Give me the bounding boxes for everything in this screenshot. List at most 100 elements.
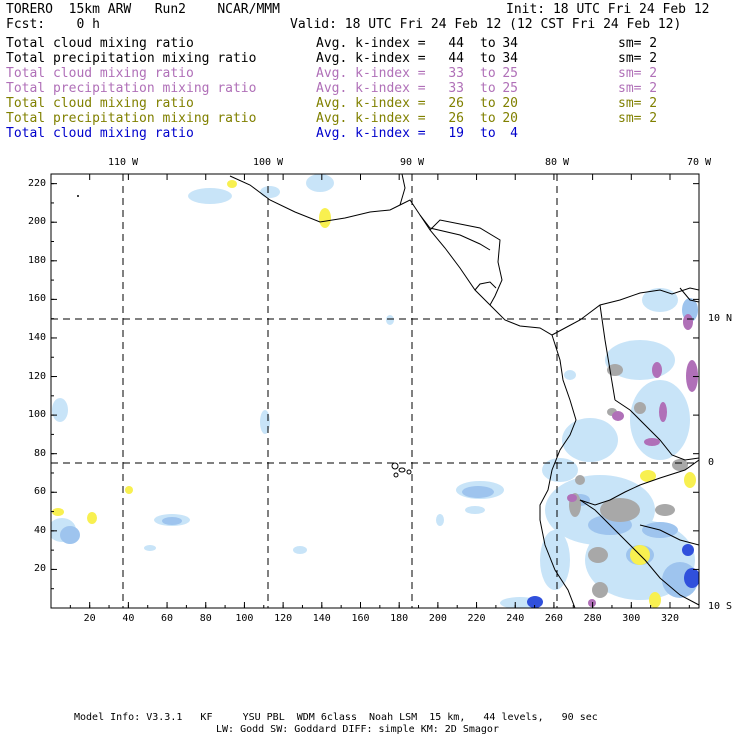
y-tick-label: 180 bbox=[27, 254, 46, 266]
x-tick-label: 20 bbox=[83, 613, 96, 624]
legend-index-label: Avg. k-index = bbox=[316, 111, 426, 126]
x-tick-label: 140 bbox=[312, 613, 331, 624]
cloud-light-patches bbox=[51, 174, 695, 608]
gray-patches bbox=[569, 364, 688, 598]
valid-time: Valid: 18 UTC Fri 24 Feb 12 (12 CST Fri … bbox=[290, 17, 682, 32]
model-info: Model Info: V3.3.1 KF YSU PBL WDM 6class… bbox=[74, 712, 598, 723]
x-tick-label: 300 bbox=[622, 613, 641, 624]
y-tick-label: 40 bbox=[33, 524, 46, 536]
axis-ticks bbox=[51, 174, 699, 608]
cloud-dark-patches bbox=[527, 544, 699, 608]
legend-index-label: Avg. k-index = bbox=[316, 36, 426, 51]
x-tick-label: 180 bbox=[390, 613, 409, 624]
legend-to-word: to bbox=[480, 96, 496, 111]
legend-row: Total precipitation mixing ratio Avg. k-i… bbox=[6, 51, 734, 66]
latitude-label: 10 N bbox=[708, 313, 733, 324]
legend-field: Total precipitation mixing ratio bbox=[6, 111, 257, 126]
longitude-label: 70 W bbox=[686, 157, 712, 168]
model-physics: LW: Godd SW: Goddard DIFF: simple KM: 2D… bbox=[216, 724, 499, 735]
legend-from: 44 bbox=[448, 51, 464, 66]
legend-field: Total cloud mixing ratio bbox=[6, 66, 194, 81]
legend-from: 33 bbox=[448, 81, 464, 96]
legend-to: 20 bbox=[502, 111, 518, 126]
legend-index-label: Avg. k-index = bbox=[316, 66, 426, 81]
legend-from: 26 bbox=[448, 111, 464, 126]
x-tick-label: 260 bbox=[544, 613, 563, 624]
x-tick-label: 40 bbox=[122, 613, 135, 624]
legend-sm: sm= 2 bbox=[618, 81, 658, 96]
legend-to: 20 bbox=[502, 96, 518, 111]
x-tick-label: 200 bbox=[428, 613, 447, 624]
legend-field: Total cloud mixing ratio bbox=[6, 36, 194, 51]
legend-index-label: Avg. k-index = bbox=[316, 81, 426, 96]
y-tick-label: 80 bbox=[33, 447, 46, 459]
legend-to: 4 bbox=[510, 126, 518, 141]
y-tick-label: 160 bbox=[27, 293, 46, 305]
y-tick-label: 20 bbox=[33, 563, 46, 575]
y-tick-label: 60 bbox=[33, 486, 46, 498]
legend-sm: sm= 2 bbox=[618, 36, 658, 51]
legend-row: Total cloud mixing ratio Avg. k-index = 19… bbox=[6, 126, 734, 141]
x-tick-label: 280 bbox=[583, 613, 602, 624]
legend-field: Total cloud mixing ratio bbox=[6, 96, 194, 111]
init-time: Init: 18 UTC Fri 24 Feb 12 bbox=[506, 2, 710, 17]
longitude-label: 80 W bbox=[544, 157, 570, 168]
legend-sm: sm= 2 bbox=[618, 96, 658, 111]
legend-row: Total cloud mixing ratio Avg. k-index = 26… bbox=[6, 96, 734, 111]
legend-row: Total precipitation mixing ratio Avg. k-i… bbox=[6, 81, 734, 96]
legend-to: 25 bbox=[502, 81, 518, 96]
forecast-hour: Fcst: 0 h bbox=[6, 17, 100, 32]
run-title: TORERO 15km ARW Run2 NCAR/MMM bbox=[6, 2, 280, 17]
legend-index-label: Avg. k-index = bbox=[316, 96, 426, 111]
legend-row: Total cloud mixing ratio Avg. k-index = 44… bbox=[6, 36, 734, 51]
legend-sm: sm= 2 bbox=[618, 66, 658, 81]
x-tick-label: 160 bbox=[351, 613, 370, 624]
legend-sm: sm= 2 bbox=[618, 111, 658, 126]
legend-to: 34 bbox=[502, 36, 518, 51]
latlon-grid bbox=[51, 174, 699, 608]
x-tick-label: 240 bbox=[506, 613, 525, 624]
legend-to-word: to bbox=[480, 51, 496, 66]
legend-sm: sm= 2 bbox=[618, 51, 658, 66]
legend-to-word: to bbox=[480, 126, 496, 141]
legend-field: Total cloud mixing ratio bbox=[6, 126, 194, 141]
legend-from: 44 bbox=[448, 36, 464, 51]
field-shading bbox=[51, 174, 699, 608]
legend-from: 33 bbox=[448, 66, 464, 81]
legend-to-word: to bbox=[480, 111, 496, 126]
longitude-label: 110 W bbox=[107, 157, 139, 168]
latitude-label: 0 bbox=[708, 457, 715, 468]
x-tick-label: 220 bbox=[467, 613, 486, 624]
coastlines bbox=[229, 174, 699, 608]
x-tick-label: 60 bbox=[161, 613, 174, 624]
legend-field: Total precipitation mixing ratio bbox=[6, 51, 257, 66]
legend-to: 25 bbox=[502, 66, 518, 81]
legend-from: 26 bbox=[448, 96, 464, 111]
x-tick-label: 80 bbox=[199, 613, 212, 624]
legend-row: Total cloud mixing ratio Avg. k-index = 33… bbox=[6, 66, 734, 81]
x-tick-label: 100 bbox=[235, 613, 254, 624]
legend-to: 34 bbox=[502, 51, 518, 66]
small-island bbox=[77, 195, 79, 197]
longitude-label: 90 W bbox=[399, 157, 425, 168]
y-tick-label: 200 bbox=[27, 216, 46, 228]
x-tick-label: 320 bbox=[660, 613, 680, 624]
longitude-label: 100 W bbox=[252, 157, 284, 168]
y-tick-label: 220 bbox=[27, 177, 46, 189]
purple-patches bbox=[567, 314, 698, 607]
legend-to-word: to bbox=[480, 36, 496, 51]
legend-index-label: Avg. k-index = bbox=[316, 51, 426, 66]
legend-from: 19 bbox=[448, 126, 464, 141]
y-tick-label: 120 bbox=[27, 370, 46, 382]
legend-index-label: Avg. k-index = bbox=[316, 126, 426, 141]
y-tick-label: 140 bbox=[27, 331, 46, 343]
y-tick-label: 100 bbox=[27, 409, 46, 421]
legend-to-word: to bbox=[480, 81, 496, 96]
legend-to-word: to bbox=[480, 66, 496, 81]
x-tick-label: 120 bbox=[274, 613, 293, 624]
plot-frame bbox=[50, 173, 700, 609]
legend-field: Total precipitation mixing ratio bbox=[6, 81, 257, 96]
galapagos-islands bbox=[391, 462, 412, 478]
latitude-label: 10 S bbox=[708, 601, 733, 612]
